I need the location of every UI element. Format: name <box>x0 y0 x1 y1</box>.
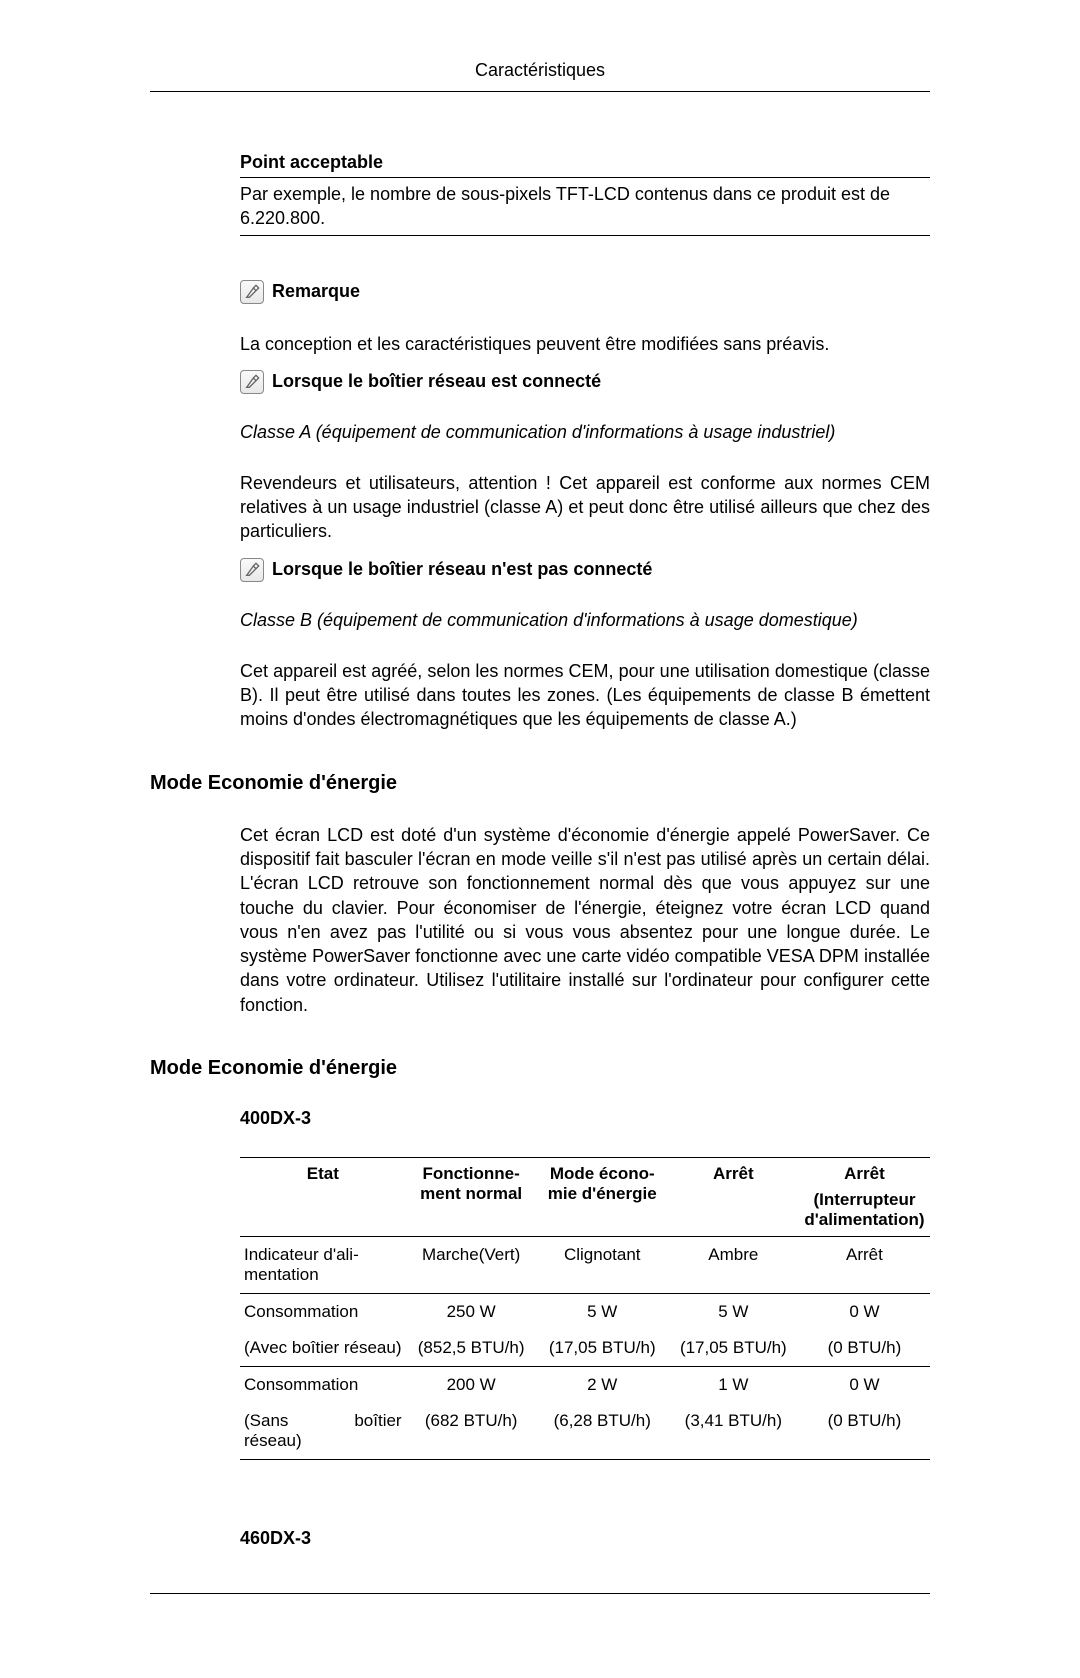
cell: (17,05 BTU/h) <box>668 1330 799 1367</box>
mode1-heading: Mode Economie d'énergie <box>150 772 930 795</box>
table-row: Consommation 200 W 2 W 1 W 0 W <box>240 1367 930 1404</box>
cell: Clignotant <box>537 1237 668 1294</box>
connected-text: Revendeurs et utilisateurs, attention ! … <box>240 471 930 544</box>
cell: 0 W <box>799 1367 930 1404</box>
th-arret2-a: Arrêt <box>803 1164 926 1184</box>
mode1-text: Cet écran LCD est doté d'un système d'éc… <box>240 823 930 1017</box>
cell: 5 W <box>537 1294 668 1331</box>
table-row: (Avec boîtier réseau) (852,5 BTU/h) (17,… <box>240 1330 930 1367</box>
point-acceptable-block: Point acceptable Par exemple, le nombre … <box>240 152 930 236</box>
cell: (Avec boîtier réseau) <box>240 1330 406 1367</box>
point-acceptable-text: Par exemple, le nombre de sous-pixels TF… <box>240 182 930 231</box>
cell: 5 W <box>668 1294 799 1331</box>
cell: (Sans boîtier réseau) <box>240 1403 406 1460</box>
point-acceptable-heading: Point acceptable <box>240 152 930 173</box>
remarque-label: Remarque <box>272 281 360 302</box>
not-connected-row: Lorsque le boîtier réseau n'est pas conn… <box>240 558 930 582</box>
divider <box>240 177 930 178</box>
remarque-text: La conception et les caractéristiques pe… <box>240 332 930 356</box>
note-icon <box>240 370 264 394</box>
remarque-row: Remarque <box>240 280 930 304</box>
table-header-row: Etat Fonctionne-ment normal Mode écono-m… <box>240 1158 930 1237</box>
cell: (0 BTU/h) <box>799 1330 930 1367</box>
th-arret2: Arrêt (Interrupteur d'alimentation) <box>799 1158 930 1237</box>
th-arret2-b: (Interrupteur d'alimentation) <box>803 1190 926 1230</box>
spec-table-wrap: Etat Fonctionne-ment normal Mode écono-m… <box>240 1157 930 1460</box>
th-etat: Etat <box>240 1158 406 1237</box>
mode2-heading: Mode Economie d'énergie <box>150 1057 930 1080</box>
connected-row: Lorsque le boîtier réseau est connecté <box>240 370 930 394</box>
model-460dx3: 460DX-3 <box>240 1528 930 1549</box>
model-400dx3: 400DX-3 <box>240 1108 930 1129</box>
not-connected-class-line: Classe B (équipement de communication d'… <box>240 610 930 631</box>
footer-rule <box>150 1593 930 1594</box>
not-connected-text: Cet appareil est agréé, selon les normes… <box>240 659 930 732</box>
page: Caractéristiques Point acceptable Par ex… <box>0 0 1080 1678</box>
cell: (0 BTU/h) <box>799 1403 930 1460</box>
cell: 250 W <box>406 1294 537 1331</box>
cell: Marche(Vert) <box>406 1237 537 1294</box>
cell: 2 W <box>537 1367 668 1404</box>
note-icon <box>240 558 264 582</box>
cell: (682 BTU/h) <box>406 1403 537 1460</box>
header-rule <box>150 91 930 92</box>
cell: Consommation <box>240 1367 406 1404</box>
note-icon <box>240 280 264 304</box>
cell: Ambre <box>668 1237 799 1294</box>
cell: (3,41 BTU/h) <box>668 1403 799 1460</box>
connected-class-line: Classe A (équipement de communication d'… <box>240 422 930 443</box>
cell: Consommation <box>240 1294 406 1331</box>
cell: 0 W <box>799 1294 930 1331</box>
cell: Arrêt <box>799 1237 930 1294</box>
cell: (17,05 BTU/h) <box>537 1330 668 1367</box>
table-row: Consommation 250 W 5 W 5 W 0 W <box>240 1294 930 1331</box>
th-mode-eco: Mode écono-mie d'énergie <box>537 1158 668 1237</box>
cell: Indicateur d'ali-mentation <box>240 1237 406 1294</box>
not-connected-label: Lorsque le boîtier réseau n'est pas conn… <box>272 559 652 580</box>
table-row: (Sans boîtier réseau) (682 BTU/h) (6,28 … <box>240 1403 930 1460</box>
th-arret: Arrêt <box>668 1158 799 1237</box>
cell: 200 W <box>406 1367 537 1404</box>
table-row: Indicateur d'ali-mentation Marche(Vert) … <box>240 1237 930 1294</box>
cell: (6,28 BTU/h) <box>537 1403 668 1460</box>
page-header-title: Caractéristiques <box>150 60 930 91</box>
spec-table: Etat Fonctionne-ment normal Mode écono-m… <box>240 1157 930 1460</box>
cell: 1 W <box>668 1367 799 1404</box>
th-fonctionnement: Fonctionne-ment normal <box>406 1158 537 1237</box>
divider <box>240 235 930 236</box>
cell: (852,5 BTU/h) <box>406 1330 537 1367</box>
connected-label: Lorsque le boîtier réseau est connecté <box>272 371 601 392</box>
